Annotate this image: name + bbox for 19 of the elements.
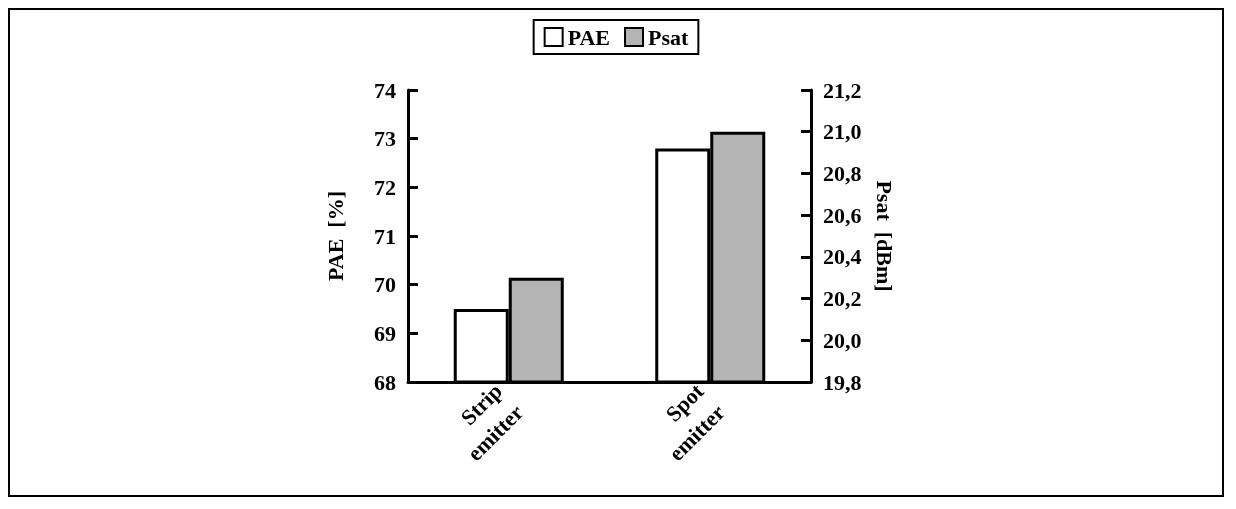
y2-tick-label: 20,2 bbox=[823, 286, 862, 312]
y2-tick-label: 19,8 bbox=[823, 369, 862, 395]
y-tick-label: 71 bbox=[374, 223, 396, 249]
y-tick-label: 72 bbox=[374, 174, 396, 200]
y-tick-label: 68 bbox=[374, 369, 396, 395]
y-tick-label: 70 bbox=[374, 272, 396, 298]
y-tick-label: 74 bbox=[374, 77, 396, 103]
y-tick-label: 69 bbox=[374, 320, 396, 346]
legend-label: Psat bbox=[648, 24, 690, 50]
y2-tick-label: 20,8 bbox=[823, 160, 862, 186]
y-tick-label: 73 bbox=[374, 126, 396, 152]
y2-tick-label: 21,2 bbox=[823, 77, 862, 103]
y2-tick-label: 20,6 bbox=[823, 202, 862, 228]
y-axis-title: PAE [%] bbox=[322, 190, 348, 282]
y2-axis-title: Psat [dBm] bbox=[871, 180, 897, 292]
legend-label: PAE bbox=[567, 24, 611, 50]
y2-tick-label: 20,4 bbox=[823, 244, 862, 270]
y2-tick-label: 21,0 bbox=[823, 119, 862, 145]
y2-tick-label: 20,0 bbox=[823, 327, 862, 353]
